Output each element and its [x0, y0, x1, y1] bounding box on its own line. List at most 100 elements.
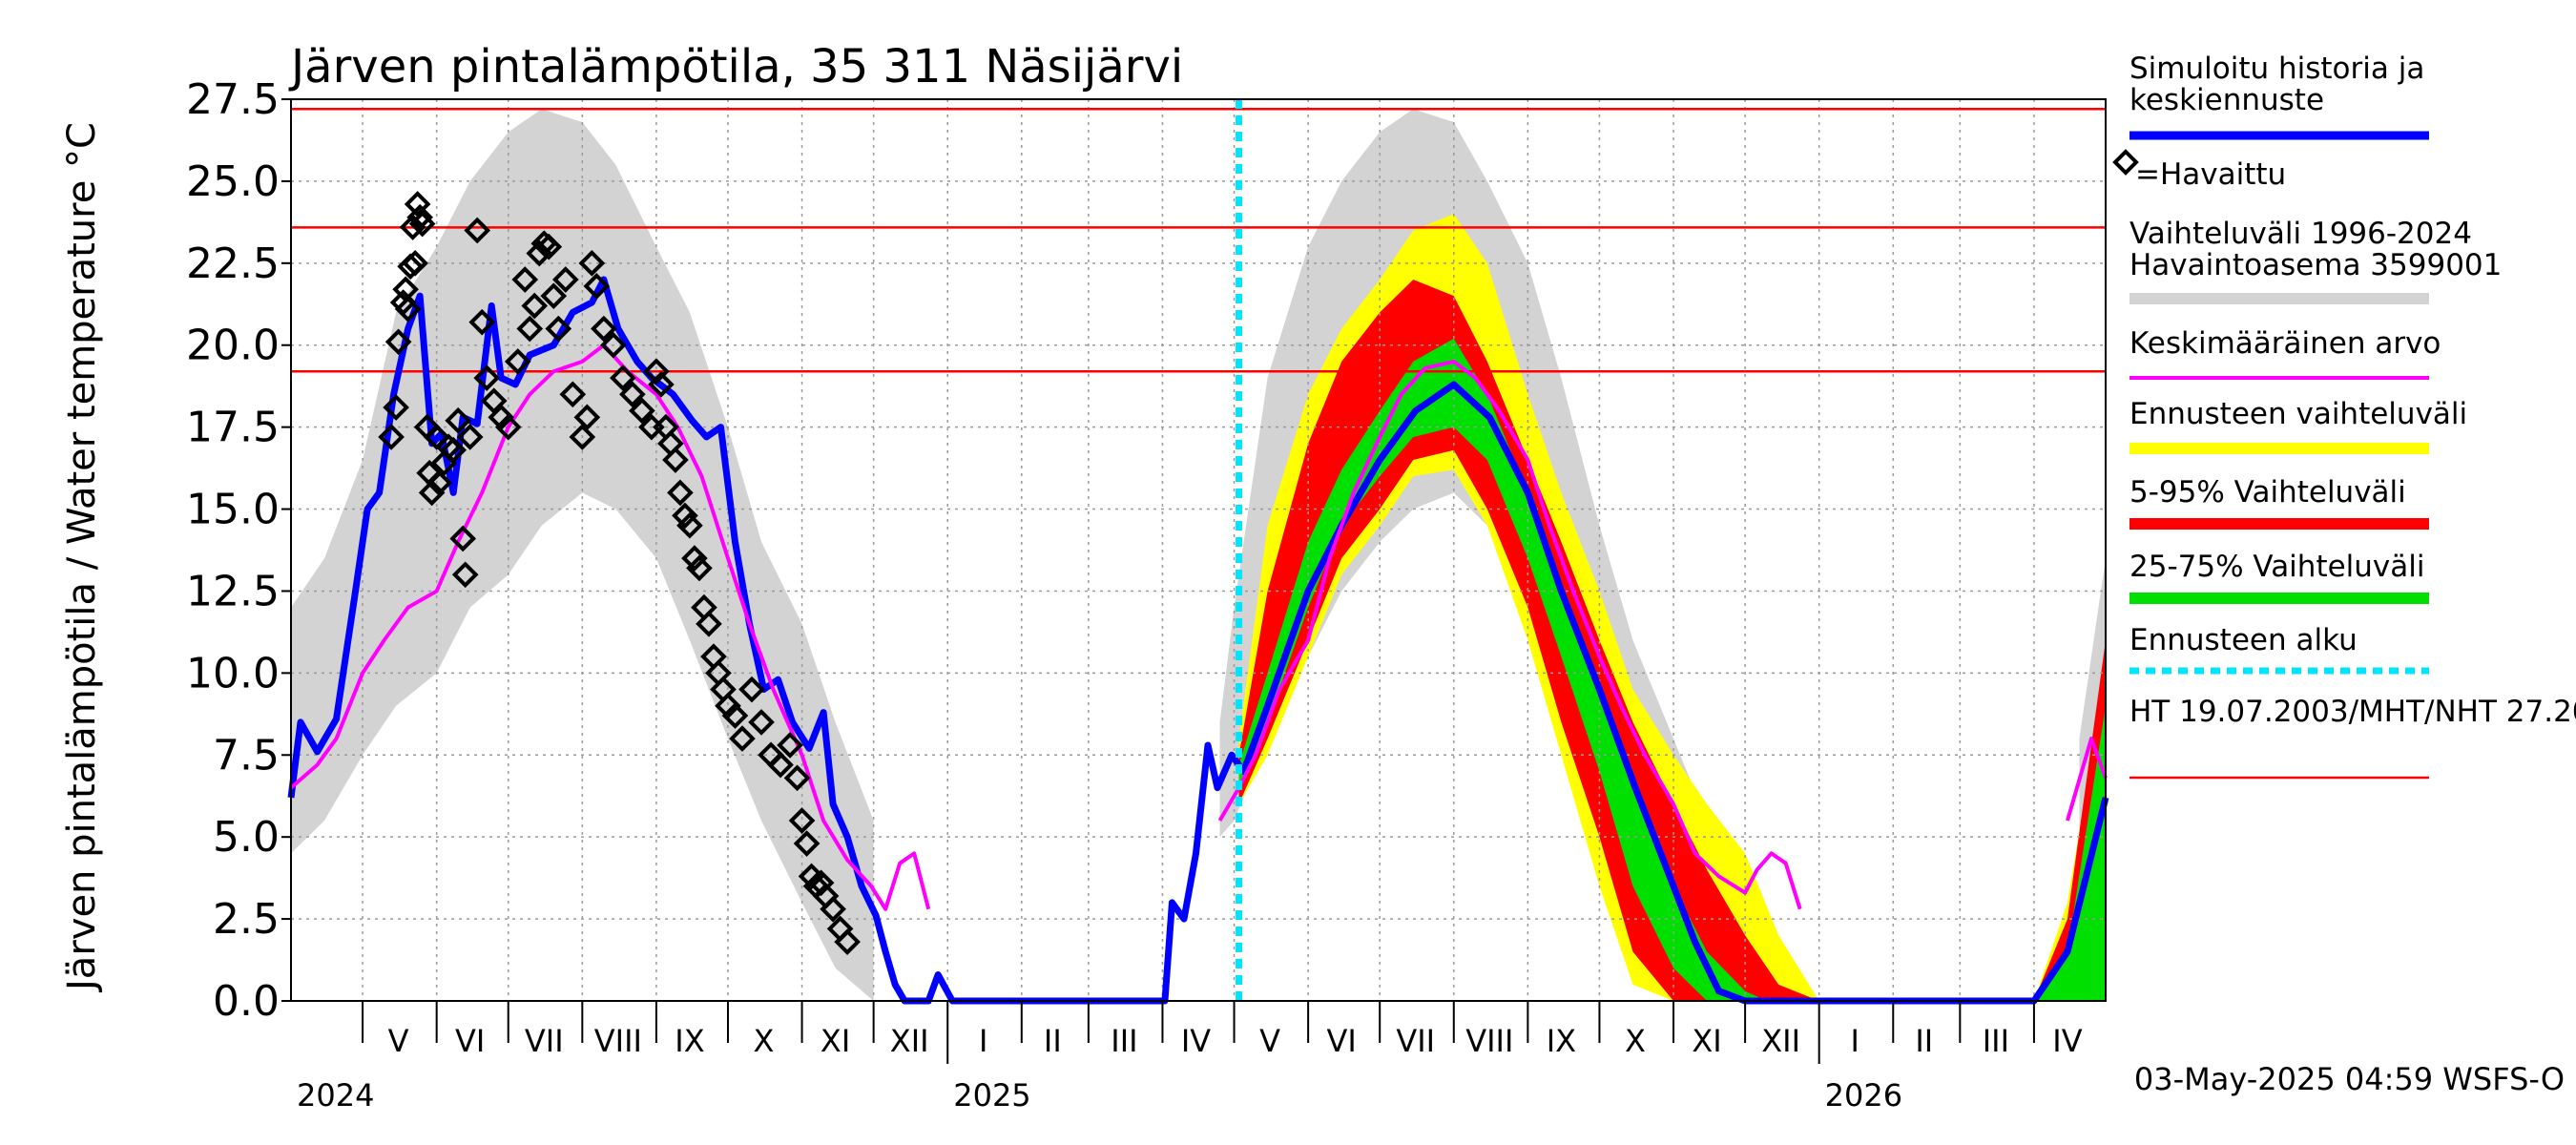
observation-point [511, 266, 539, 293]
x-month-label: VI [455, 1023, 485, 1059]
observation-point [767, 751, 794, 779]
footer-timestamp: 03-May-2025 04:59 WSFS-O [2134, 1061, 2565, 1097]
x-month-label: V [388, 1023, 409, 1059]
x-month-label: II [1915, 1023, 1933, 1059]
legend-label: Vaihteluväli 1996-2024 [2129, 217, 2472, 251]
series-line-3 [2066, 737, 2108, 822]
x-month-label: XI [821, 1023, 850, 1059]
observation-point [591, 315, 617, 343]
y-tick-label: 0.0 [213, 977, 280, 1026]
y-tick-label: 10.0 [186, 649, 280, 697]
observation-point [394, 296, 422, 323]
x-month-label: XII [890, 1023, 929, 1059]
legend-label: =Havaittu [2135, 157, 2286, 192]
observation-point [686, 554, 713, 582]
observation-point [440, 436, 467, 464]
observation-point [583, 273, 611, 300]
y-tick-label: 7.5 [213, 731, 280, 780]
observation-point [648, 371, 675, 398]
legend-label: HT 19.07.2003/MHT/NHT 27.20 23.59 19.20 [2129, 695, 2576, 729]
x-month-label: III [1111, 1023, 1137, 1059]
observation-point [451, 561, 479, 589]
x-month-label: VI [1326, 1023, 1356, 1059]
observation-point [807, 869, 835, 897]
observation-point [516, 315, 544, 343]
x-month-label: I [979, 1023, 987, 1059]
y-tick-label: 12.5 [186, 567, 280, 615]
x-month-label: XII [1761, 1023, 1800, 1059]
x-year-label: 2026 [1825, 1077, 1902, 1114]
legend-label: Ennusteen vaihteluväli [2129, 397, 2467, 431]
series-line-0 [287, 276, 2109, 1005]
x-month-label: IV [1181, 1023, 1211, 1059]
observation-point [783, 764, 811, 792]
y-tick-label: 2.5 [213, 895, 280, 944]
observation-point [494, 413, 522, 441]
legend-label: 5-95% Vaihteluväli [2129, 475, 2406, 510]
observation-point [578, 249, 606, 277]
x-month-label: V [1259, 1023, 1280, 1059]
x-month-label: VIII [594, 1023, 642, 1059]
plot-frame [290, 98, 2107, 1002]
y-tick-label: 15.0 [186, 486, 280, 534]
observation-point [820, 895, 846, 923]
observation-point [535, 233, 563, 260]
observation-point [540, 282, 568, 310]
band-0 [291, 109, 874, 1002]
observation-point [793, 830, 821, 857]
x-month-label: III [1983, 1023, 2009, 1059]
legend-label: Ennusteen alku [2129, 623, 2358, 657]
observation-point [721, 702, 749, 729]
observation-point [834, 928, 861, 955]
observation-point [406, 203, 433, 231]
grid-layer [291, 98, 2106, 1002]
observation-point [445, 406, 472, 434]
x-month-label: XI [1692, 1023, 1721, 1059]
x-month-label: X [1625, 1023, 1646, 1059]
observation-point [404, 191, 431, 218]
reference-lines-layer [291, 108, 2106, 373]
observation-point [449, 525, 477, 552]
observation-point [408, 210, 436, 238]
observation-point [521, 292, 549, 320]
band-4 [1238, 280, 2106, 1001]
observation-point [551, 266, 579, 293]
observation-point [383, 394, 409, 421]
x-month-label: IX [675, 1023, 704, 1059]
x-month-label: IX [1547, 1023, 1576, 1059]
observations-layer [378, 191, 861, 955]
y-tick-label: 5.0 [213, 813, 280, 862]
observation-point [468, 308, 496, 336]
observation-point [619, 381, 646, 408]
observation-point [729, 725, 756, 752]
x-month-label: II [1044, 1023, 1062, 1059]
observation-point [573, 404, 601, 431]
observation-point [559, 381, 587, 408]
observation-point [464, 217, 491, 244]
observation-point [629, 397, 655, 425]
axis-layer: 0.0 2.5 5.0 7.5 10.0 12.5 15.0 17.5 20.0 22.5 25.0… [186, 75, 2083, 1114]
observation-point [378, 424, 405, 450]
y-tick-label: 22.5 [186, 239, 280, 288]
x-year-label: 2025 [953, 1077, 1030, 1114]
observation-point [569, 424, 596, 450]
observation-point [600, 331, 627, 359]
observation-point [676, 511, 703, 539]
legend-marker [2112, 149, 2139, 176]
series-lines-layer [287, 276, 2109, 1005]
legend-label: Keskimääräinen arvo [2129, 326, 2441, 361]
y-tick-label: 27.5 [186, 75, 280, 124]
observation-point [738, 676, 765, 703]
observation-point [545, 315, 572, 343]
observation-point [473, 364, 501, 391]
observation-point [788, 807, 816, 834]
x-month-label: IV [2052, 1023, 2082, 1059]
y-tick-label: 25.0 [186, 157, 280, 206]
x-month-label: X [754, 1023, 775, 1059]
y-tick-label: 17.5 [186, 404, 280, 452]
observation-point [456, 424, 484, 450]
x-month-label: VII [525, 1023, 564, 1059]
chart-title: Järven pintalämpötila, 35 311 Näsijärvi [288, 40, 1183, 94]
